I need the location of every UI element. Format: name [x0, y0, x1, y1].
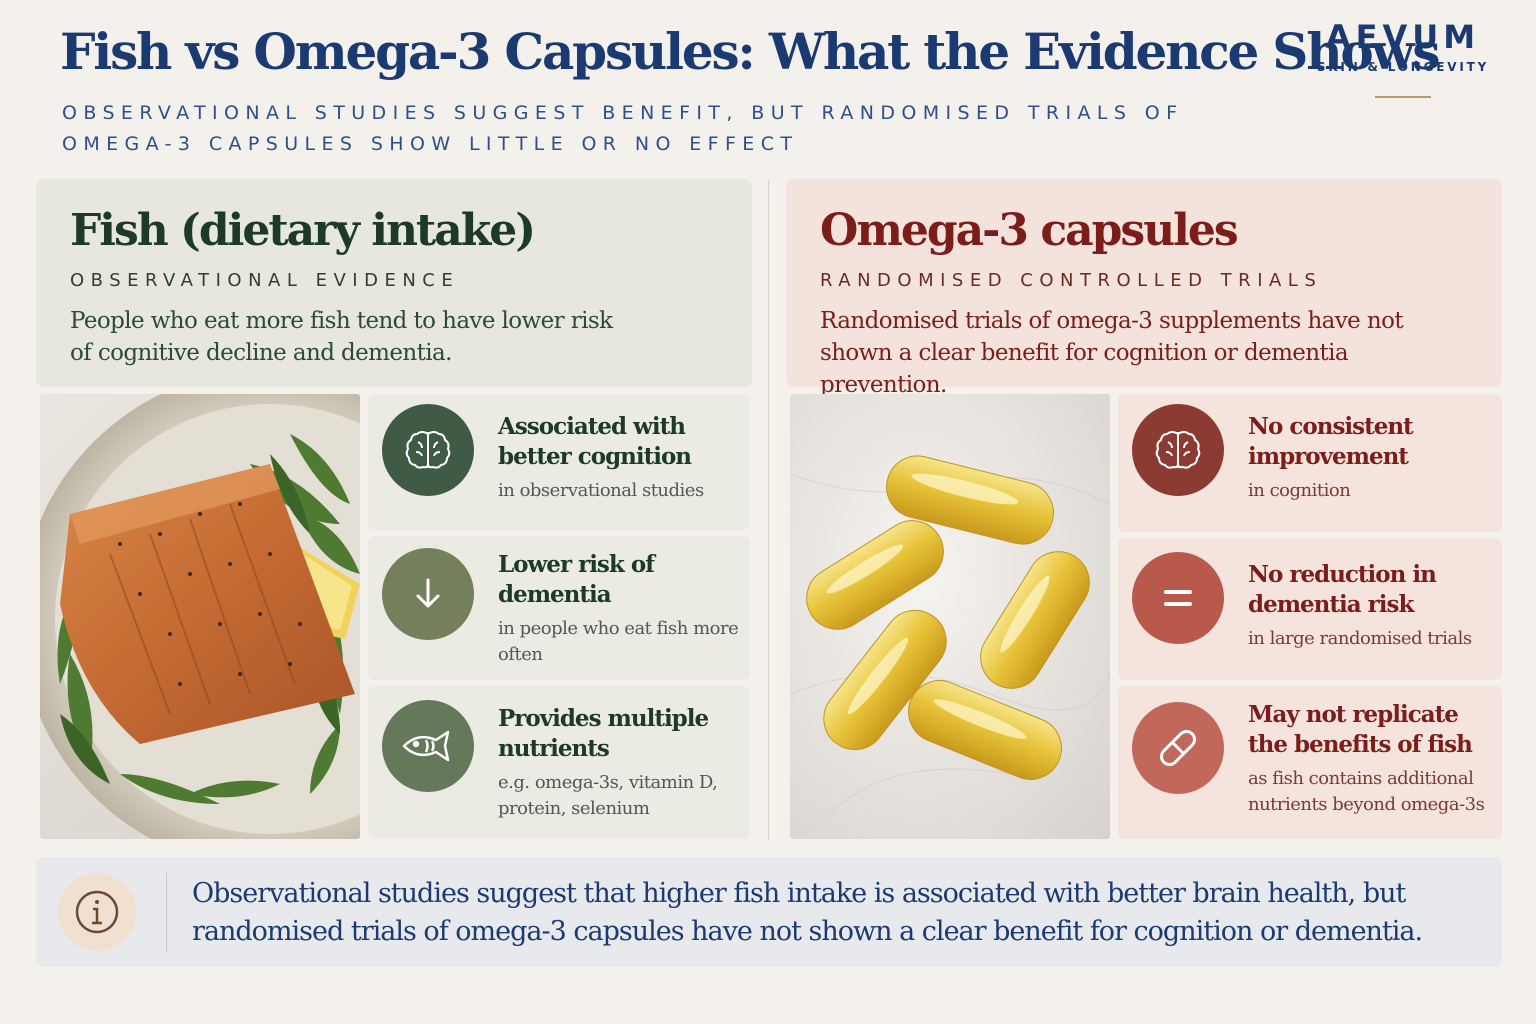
equals-icon — [1132, 552, 1224, 644]
fish-card-cognition-title: Associated with better cognition — [498, 413, 692, 470]
capsule-card-dementia: No reduction in dementia risk in large r… — [1118, 538, 1502, 680]
fish-card-nutrients: Provides multiple nutrients e.g. omega-3… — [368, 686, 750, 839]
capsules-photo — [790, 394, 1110, 839]
capsule-panel-header: Omega-3 capsules RANDOMISED CONTROLLED T… — [786, 179, 1502, 398]
fish-panel-label: OBSERVATIONAL EVIDENCE — [70, 270, 460, 291]
capsule-panel-title: Omega-3 capsules — [820, 205, 1239, 256]
fish-card-cognition-sub: in observational studies — [498, 480, 704, 501]
fish-icon — [382, 700, 474, 792]
salmon-plate-illustration — [40, 394, 360, 839]
capsule-icon — [1132, 702, 1224, 794]
capsule-card-replicate-sub: as fish contains additional nutrients be… — [1248, 768, 1485, 815]
brand-name: AEVUM — [1325, 18, 1481, 56]
capsule-card-dementia-sub: in large randomised trials — [1248, 628, 1472, 649]
fish-panel-title: Fish (dietary intake) — [70, 205, 536, 256]
capsules-illustration — [790, 455, 1110, 815]
brand-underline — [1375, 96, 1431, 98]
fish-panel-header: Fish (dietary intake) OBSERVATIONAL EVID… — [36, 179, 752, 387]
arrow-down-icon — [382, 548, 474, 640]
capsule-card-cognition-title: No consistent improvement — [1248, 413, 1414, 470]
capsule-card-replicate: May not replicate the benefits of fish a… — [1118, 686, 1502, 839]
salmon-photo — [40, 394, 360, 839]
summary-text: Observational studies suggest that highe… — [192, 878, 1423, 947]
fish-card-nutrients-title: Provides multiple nutrients — [498, 705, 709, 762]
capsule-panel-label: RANDOMISED CONTROLLED TRIALS — [820, 270, 1323, 291]
capsule-card-replicate-title: May not replicate the benefits of fish — [1248, 701, 1473, 758]
fish-card-dementia: Lower risk of dementia in people who eat… — [368, 536, 750, 680]
page-subtitle: OBSERVATIONAL STUDIES SUGGEST BENEFIT, B… — [62, 102, 1184, 155]
fish-card-dementia-sub: in people who eat fish more often — [498, 618, 739, 665]
fish-card-cognition: Associated with better cognition in obse… — [368, 394, 750, 530]
fish-card-dementia-title: Lower risk of dementia — [498, 551, 655, 608]
summary-banner: Observational studies suggest that highe… — [36, 857, 1502, 967]
capsule-panel-description: Randomised trials of omega-3 supplements… — [820, 308, 1404, 398]
capsule-card-cognition: No consistent improvement in cognition — [1118, 394, 1502, 532]
brain-icon — [382, 404, 474, 496]
column-divider — [768, 180, 769, 840]
capsule-card-dementia-title: No reduction in dementia risk — [1248, 561, 1437, 618]
brand-logo: AEVUM SKIN & LONGEVITY — [1300, 18, 1506, 98]
fish-card-nutrients-sub: e.g. omega-3s, vitamin D, protein, selen… — [498, 772, 718, 819]
fish-panel-description: People who eat more fish tend to have lo… — [70, 308, 613, 366]
brand-tagline: SKIN & LONGEVITY — [1316, 60, 1490, 74]
summary-divider — [166, 873, 167, 953]
capsule-card-cognition-sub: in cognition — [1248, 480, 1351, 501]
brain-icon — [1132, 404, 1224, 496]
page-title: Fish vs Omega-3 Capsules: What the Evide… — [60, 22, 1440, 81]
info-icon — [58, 873, 136, 951]
